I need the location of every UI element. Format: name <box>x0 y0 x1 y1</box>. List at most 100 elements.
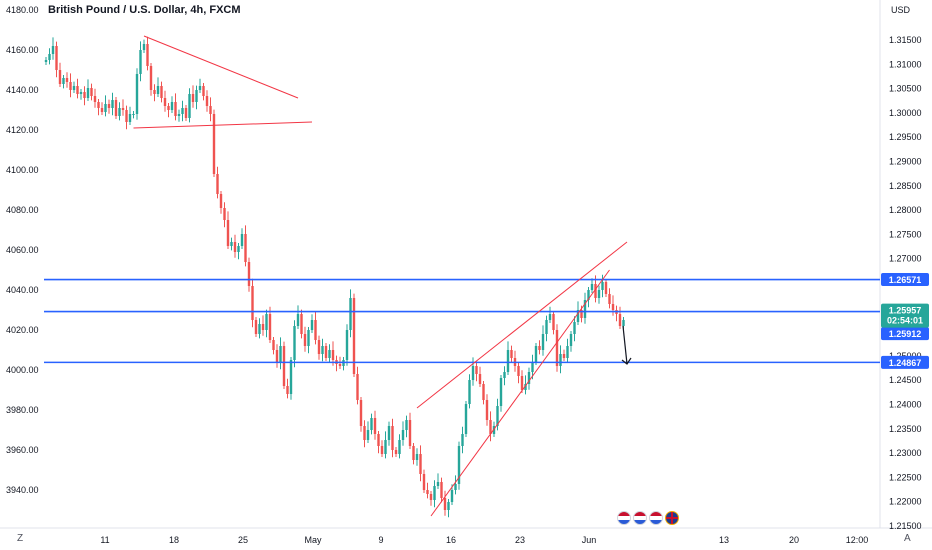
candle-down <box>167 103 170 118</box>
candle-down <box>55 41 58 78</box>
timezone-icon[interactable]: Z <box>17 533 24 544</box>
candle-body <box>314 320 317 340</box>
candle-down <box>163 90 167 112</box>
candle-up <box>370 413 373 435</box>
candle-down <box>324 343 328 361</box>
candle-up <box>279 337 282 370</box>
candle-down <box>93 88 97 108</box>
candle-body <box>216 174 219 194</box>
candle-up <box>307 327 310 354</box>
candle-down <box>153 84 156 102</box>
candle-body <box>356 374 359 400</box>
candle-body <box>118 108 121 116</box>
candle-up <box>531 354 534 380</box>
candle-down <box>419 445 422 482</box>
candle-down <box>76 78 79 99</box>
candle-body <box>114 100 118 116</box>
time-axis-tick-label[interactable]: 13 <box>719 535 729 545</box>
candle-up <box>289 357 293 400</box>
time-axis-tick-label[interactable]: 11 <box>100 535 109 545</box>
candle-body <box>121 108 125 110</box>
candle-body <box>289 360 293 394</box>
triangle-upper-line[interactable] <box>143 35 299 99</box>
left-axis-tick-label: 4040.00 <box>6 285 39 295</box>
candle-body <box>457 446 461 484</box>
right-axis-tick-label: 1.23500 <box>889 424 922 434</box>
candle-body <box>524 384 527 390</box>
time-axis-tick-label[interactable]: May <box>304 535 322 545</box>
candle-body <box>541 334 545 350</box>
candle-body <box>447 502 450 510</box>
time-axis-tick-label[interactable]: 23 <box>515 535 525 545</box>
right-axis-tick-label: 1.30500 <box>889 84 922 94</box>
time-axis-tick-label[interactable]: 20 <box>789 535 799 545</box>
right-axis-tick-label: 1.27500 <box>889 229 922 239</box>
time-axis-tick-label[interactable]: 9 <box>378 535 383 545</box>
candle-down <box>282 341 286 389</box>
triangle-lower-line[interactable] <box>133 121 313 129</box>
candle-body <box>405 420 408 430</box>
candle-down <box>377 431 380 454</box>
time-axis-tick-label[interactable]: 25 <box>238 535 248 545</box>
candle-up <box>156 77 160 97</box>
candle-down <box>513 350 517 372</box>
candle-body <box>415 454 419 460</box>
candle-body <box>576 310 580 322</box>
level-price-tag-bg <box>881 355 929 369</box>
candle-body <box>55 46 58 70</box>
candle-body <box>527 372 531 384</box>
candle-body <box>499 378 503 406</box>
level-price-tag: 1.25912 <box>881 327 929 341</box>
candle-down <box>209 97 212 122</box>
level-price-tag-text: 1.24867 <box>889 358 922 368</box>
time-axis-tick-label[interactable]: 18 <box>169 535 179 545</box>
down-arrow-head[interactable] <box>621 357 632 365</box>
candle-down <box>254 317 258 337</box>
trend-drawings[interactable] <box>133 35 632 517</box>
time-axis[interactable]: 11 18 25 May 9 16 23 Jun 13 20 12:00 <box>100 535 868 545</box>
last-price-tag-text: 02:54:01 <box>887 316 923 326</box>
level-price-tag-text: 1.26571 <box>889 275 922 285</box>
candle-body <box>139 50 142 74</box>
candle-down <box>149 63 153 96</box>
candle-down <box>212 109 216 177</box>
candle-down <box>247 257 251 292</box>
candle-up <box>258 318 261 339</box>
currency-label[interactable]: USD <box>891 5 911 15</box>
left-axis-tick-label: 3980.00 <box>6 405 39 415</box>
us-flag-icon[interactable] <box>617 511 631 525</box>
down-arrow-shaft[interactable] <box>622 325 628 365</box>
horizontal-levels[interactable] <box>44 278 880 364</box>
candle-up <box>296 305 300 329</box>
candle-down <box>489 411 492 442</box>
candle-up <box>128 106 132 125</box>
left-axis: 4180.00 4160.00 4140.00 4120.00 4100.00 4080.… <box>6 5 39 495</box>
us-flag-icon[interactable] <box>649 511 663 525</box>
time-axis-tick-label[interactable]: 12:00 <box>846 535 869 545</box>
time-axis-tick-label[interactable]: 16 <box>446 535 456 545</box>
candle-body <box>534 346 538 362</box>
candle-body <box>202 86 205 96</box>
economic-events[interactable] <box>617 511 679 525</box>
candle-body <box>370 418 373 430</box>
rising-wedge-lower-line[interactable] <box>430 269 610 517</box>
candle-body <box>352 298 356 374</box>
candle-body <box>559 354 562 366</box>
uk-flag-icon[interactable] <box>665 511 679 525</box>
auto-scale-button[interactable]: A <box>904 533 911 544</box>
candle-body <box>608 294 611 304</box>
candle-down <box>233 234 237 258</box>
us-flag-icon[interactable] <box>633 511 647 525</box>
left-axis-tick-label: 4080.00 <box>6 205 39 215</box>
candle-body <box>79 92 83 94</box>
candle-up <box>86 79 90 101</box>
candle-up <box>534 343 538 365</box>
time-axis-tick-label[interactable]: Jun <box>582 535 597 545</box>
candle-body <box>419 454 422 474</box>
candle-down <box>317 335 321 360</box>
candle-down <box>114 97 118 119</box>
candle-body <box>247 262 251 286</box>
rising-wedge-upper-line[interactable] <box>416 241 628 409</box>
